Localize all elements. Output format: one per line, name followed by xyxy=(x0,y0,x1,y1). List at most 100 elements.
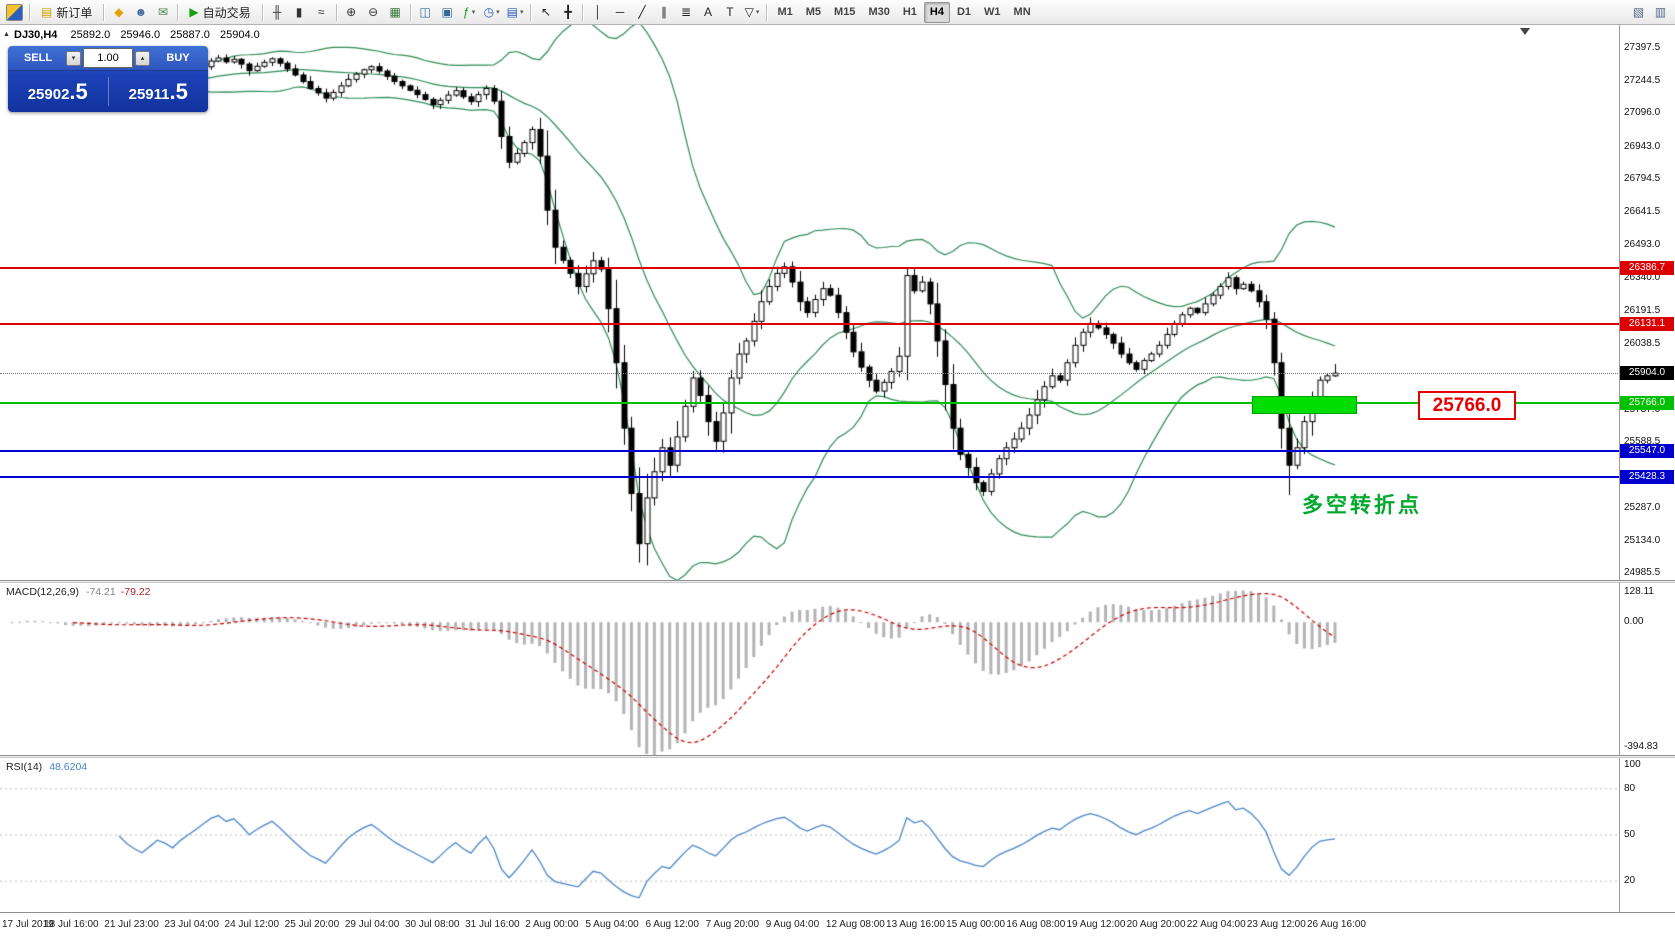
line-chart-button[interactable]: ≈ xyxy=(311,2,332,23)
terminal-button[interactable]: ✉ xyxy=(152,2,173,23)
toolbar: ▤ 新订单 ◆ ☻ ✉ ▶ 自动交易 ╫ ▮ ≈ ⊕ ⊖ ▦ ◫ ▣ ƒ ▾ ◷ ▾ ▤ ▾ ↖ ╋ │ ─ ╱ ∥ ≣ A T ▽ ▾ M1 M… xyxy=(0,0,1675,25)
horizontal-line-button[interactable]: ─ xyxy=(609,2,630,23)
bar-chart-button[interactable]: ╫ xyxy=(267,2,288,23)
timeframe-mn-label: MN xyxy=(1013,6,1031,18)
one-click-trading-panel: SELL ▾ ▴ BUY 25902.5 25911.5 xyxy=(8,46,208,112)
lot-size-input[interactable] xyxy=(83,48,133,68)
current-price-line xyxy=(0,373,1620,375)
toolbar-right-groups: ▧ ▥ xyxy=(1628,2,1671,23)
pane-separator[interactable] xyxy=(0,580,1675,583)
zoom-in-icon: ⊕ xyxy=(346,5,357,19)
buy-button[interactable]: 25911.5 xyxy=(109,79,209,105)
market-watch-button[interactable]: ☻ xyxy=(130,2,151,23)
timeframe-m1-button[interactable]: M1 xyxy=(771,2,798,23)
price-axis-tick: 26493.0 xyxy=(1624,238,1661,250)
templates-icon: ▤ xyxy=(506,5,518,19)
price-chart-canvas[interactable] xyxy=(0,25,1620,580)
rsi-pane-canvas[interactable] xyxy=(0,758,1620,912)
macd-axis-label: -394.83 xyxy=(1624,741,1658,752)
rsi-indicator-label: RSI(14) 48.6204 xyxy=(6,761,87,773)
time-axis-label: 2 Aug 00:00 xyxy=(525,919,579,930)
timeframe-h4-button[interactable]: H4 xyxy=(923,1,950,23)
time-axis-label: 15 Aug 00:00 xyxy=(946,919,1006,930)
rsi-axis-label: 50 xyxy=(1624,829,1636,840)
timeframe-m5-button[interactable]: M5 xyxy=(800,2,827,23)
new-order-button[interactable]: ▤ 新订单 xyxy=(34,2,99,23)
sell-label[interactable]: SELL xyxy=(23,52,53,64)
macd-axis-label: 0.00 xyxy=(1624,616,1644,628)
timeframe-mn-button[interactable]: MN xyxy=(1008,2,1037,23)
lot-increase-button[interactable]: ▴ xyxy=(135,50,150,66)
turning-point-annotation[interactable]: 多空转折点 xyxy=(1302,494,1422,517)
chart-shift-marker[interactable] xyxy=(1520,28,1530,35)
symbol-name: DJ30,H4 xyxy=(14,29,58,41)
time-axis-label: 19 Aug 12:00 xyxy=(1066,919,1126,930)
metaeditor-button[interactable]: ◆ xyxy=(108,2,129,23)
one-click-collapse-icon[interactable]: ▲ xyxy=(3,31,10,38)
cursor-button[interactable]: ↖ xyxy=(535,2,556,23)
macd-pane-canvas[interactable] xyxy=(0,583,1620,755)
grid-button[interactable]: ▦ xyxy=(385,2,406,23)
timeframe-m30-button[interactable]: M30 xyxy=(862,2,895,23)
new-chart-button[interactable]: ▧ xyxy=(1628,2,1649,23)
price-callout[interactable]: 25766.0 xyxy=(1418,391,1516,420)
indicators-list-icon: ƒ xyxy=(463,5,470,19)
arrows-button[interactable]: ▽ ▾ xyxy=(741,2,762,23)
periods-button[interactable]: ◷ ▾ xyxy=(481,2,503,23)
templates-button[interactable]: ▤ ▾ xyxy=(504,2,527,23)
zoom-out-icon: ⊖ xyxy=(368,5,379,19)
pane-separator[interactable] xyxy=(0,755,1675,758)
current-price-tag: 25904.0 xyxy=(1620,366,1674,381)
timeframe-h1-button[interactable]: H1 xyxy=(897,2,923,23)
rsi-value: 48.6204 xyxy=(49,761,88,773)
equidistant-channel-button[interactable]: ∥ xyxy=(653,2,674,23)
autotrading-button[interactable]: ▶ 自动交易 xyxy=(182,2,257,23)
vertical-line-button[interactable]: │ xyxy=(587,2,608,23)
horizontal-level-line[interactable] xyxy=(0,475,1620,478)
trendline-button[interactable]: ╱ xyxy=(631,2,652,23)
indicators-list-button[interactable]: ƒ ▾ xyxy=(459,2,480,23)
text-button[interactable]: A xyxy=(697,2,718,23)
lot-decrease-button[interactable]: ▾ xyxy=(66,50,81,66)
horizontal-level-line[interactable] xyxy=(0,322,1620,325)
text-icon: A xyxy=(703,5,712,19)
time-axis-label: 30 Jul 08:00 xyxy=(404,919,460,930)
time-axis-label: 26 Aug 16:00 xyxy=(1307,919,1366,930)
toolbar-separator xyxy=(530,3,532,21)
price-axis-tick: 26641.5 xyxy=(1624,206,1661,218)
candlestick-chart-button[interactable]: ▮ xyxy=(289,2,310,23)
tile-windows-button[interactable]: ◫ xyxy=(415,2,436,23)
macd-indicator-label: MACD(12,26,9) -74.21 -79.22 xyxy=(6,586,151,598)
sell-button[interactable]: 25902.5 xyxy=(8,79,108,105)
rsi-axis-label: 100 xyxy=(1624,759,1641,770)
tile-windows-icon: ◫ xyxy=(419,5,431,19)
horizontal-level-line[interactable] xyxy=(0,402,1620,405)
macd-axis-label: 128.11 xyxy=(1624,586,1654,597)
timeframe-d1-button[interactable]: D1 xyxy=(951,2,977,23)
autotrading-icon: ▶ xyxy=(189,5,199,19)
chart-profiles-button[interactable]: ▥ xyxy=(1650,2,1671,23)
time-axis-label: 23 Aug 12:00 xyxy=(1246,919,1306,930)
horizontal-level-line[interactable] xyxy=(0,450,1620,453)
macd-name: MACD(12,26,9) xyxy=(6,586,79,598)
time-axis-label: 17 Jul 2019 xyxy=(2,919,54,930)
horizontal-level-line[interactable] xyxy=(0,266,1620,269)
time-axis[interactable]: 17 Jul 2019 18 Jul 16:00 21 Jul 23:00 23 Ju… xyxy=(0,912,1675,944)
support-zone-highlight[interactable] xyxy=(1252,395,1357,415)
metaeditor-icon: ◆ xyxy=(114,5,124,19)
crosshair-button[interactable]: ╋ xyxy=(557,2,578,23)
timeframe-m15-label: M15 xyxy=(834,6,856,18)
buy-label[interactable]: BUY xyxy=(166,52,190,64)
fibonacci-button[interactable]: ≣ xyxy=(675,2,696,23)
cascade-windows-button[interactable]: ▣ xyxy=(437,2,458,23)
buy-price: 25911 xyxy=(128,85,170,103)
time-axis-label: 22 Aug 04:00 xyxy=(1186,919,1246,930)
zoom-out-button[interactable]: ⊖ xyxy=(363,2,384,23)
timeframe-w1-button[interactable]: W1 xyxy=(978,2,1007,23)
sell-price-fraction: .5 xyxy=(69,78,88,104)
timeframe-m15-button[interactable]: M15 xyxy=(828,2,861,23)
zoom-in-button[interactable]: ⊕ xyxy=(341,2,362,23)
dropdown-caret-icon: ▾ xyxy=(471,9,476,16)
terminal-icon: ✉ xyxy=(157,5,168,19)
text-label-button[interactable]: T xyxy=(719,2,740,23)
